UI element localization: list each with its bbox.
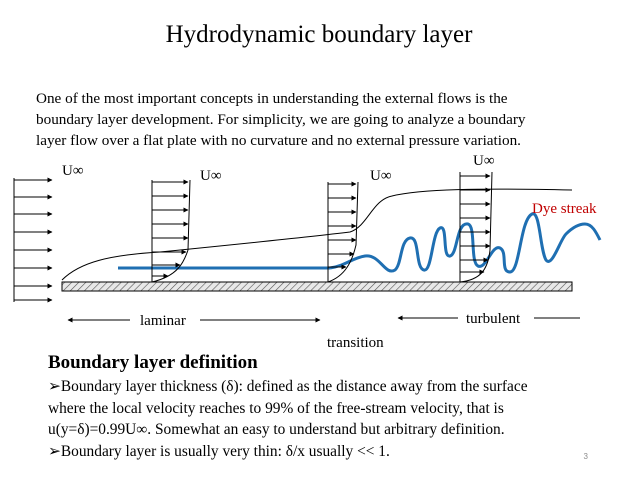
flat-plate [61, 281, 573, 292]
freestream-label-laminar: U∞ [200, 168, 222, 184]
definition-line-2: where the local velocity reaches to 99% … [48, 399, 504, 417]
definition-body: ➢Boundary layer thickness (δ): defined a… [48, 376, 628, 462]
transition-velocity-profile [327, 181, 359, 283]
region-indicators [67, 315, 580, 323]
inlet-velocity-profile [13, 177, 53, 303]
definition-line-3: u(y=δ)=0.99U∞. Somewhat an easy to under… [48, 421, 505, 438]
boundary-layer-edge [61, 188, 573, 281]
turbulent-label: turbulent [466, 311, 521, 327]
intro-paragraph: One of the most important concepts in un… [36, 88, 616, 151]
freestream-label-turbulent: U∞ [473, 153, 495, 169]
intro-line-1: One of the most important concepts in un… [36, 90, 508, 107]
slide-title: Hydrodynamic boundary layer [165, 21, 473, 48]
definition-line-4: ➢Boundary layer is usually very thin: δ/… [48, 442, 390, 460]
freestream-label-inlet: U∞ [62, 163, 84, 179]
freestream-label-transition: U∞ [370, 168, 392, 184]
intro-line-2: boundary layer development. For simplici… [36, 111, 526, 128]
turbulent-velocity-profile [459, 171, 493, 283]
dye-streak-turbulent [329, 212, 602, 274]
laminar-label: laminar [140, 313, 186, 329]
definition-heading: Boundary layer definition [48, 352, 258, 373]
dye-streak-label: Dye streak [532, 201, 597, 217]
page-number: 3 [583, 452, 588, 461]
transition-label: transition [327, 335, 384, 351]
definition-line-1: ➢Boundary layer thickness (δ): defined a… [48, 378, 528, 395]
intro-line-3: layer flow over a flat plate with no cur… [36, 132, 521, 149]
laminar-velocity-profile [151, 179, 191, 283]
